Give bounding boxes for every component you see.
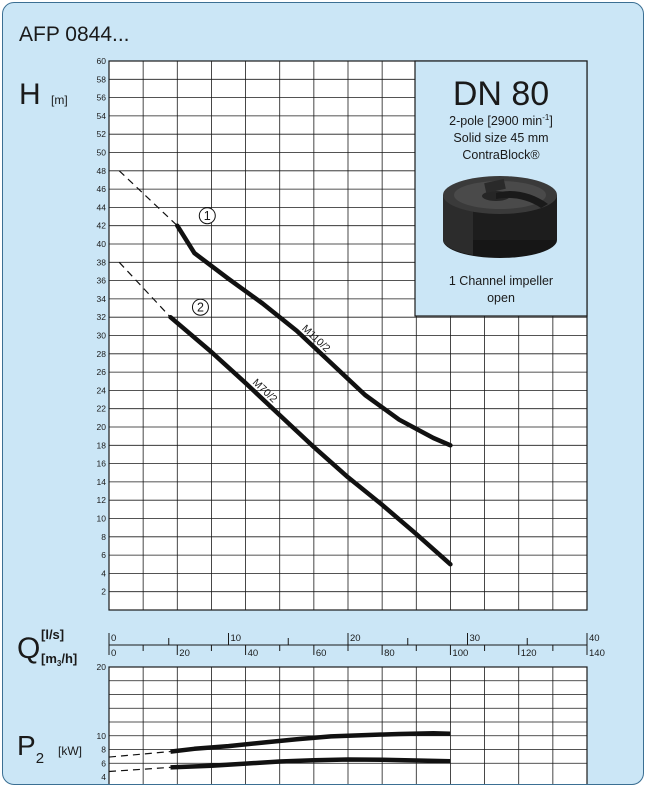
curve-marker-label: 1 xyxy=(204,209,211,223)
power-y-tick-label: 10 xyxy=(97,731,107,741)
power-curve-2 xyxy=(170,757,451,770)
head-axis-title: H xyxy=(19,78,41,111)
head-curve-extension xyxy=(118,170,178,227)
power-curve-1 xyxy=(170,731,451,754)
curve-marker-circle xyxy=(191,298,209,316)
power-y-tick-label: 6 xyxy=(101,758,106,768)
power-y-tick-label: 4 xyxy=(101,772,106,782)
head-y-tick-label: 10 xyxy=(97,514,107,524)
flow-ls-tick-label: 10 xyxy=(231,633,242,644)
contrablock-impeller-icon xyxy=(443,176,557,258)
head-y-tick-label: 18 xyxy=(97,440,107,450)
flow-ls-tick-label: 40 xyxy=(589,633,600,644)
flow-axis: 0 10 20 30 40 0 20 40 60 80 100 120 140 xyxy=(108,633,605,659)
curve-marker-label: 2 xyxy=(197,301,204,315)
flow-ls-tick-label: 0 xyxy=(111,633,116,644)
head-y-tick-label: 42 xyxy=(97,221,107,231)
flow-m3h-tick-label: 40 xyxy=(248,648,259,659)
head-y-tick-label: 52 xyxy=(97,129,107,139)
flow-axis-unit-ls: [l/s] xyxy=(41,627,64,642)
info-box: DN 80 2-pole [2900 min-1] Solid size 45 … xyxy=(414,60,588,317)
head-curve-1 xyxy=(175,223,453,448)
head-y-tick-label: 26 xyxy=(97,367,107,377)
flow-axis-title: Q xyxy=(17,632,40,665)
power-y-tick-label: 8 xyxy=(101,745,106,755)
power-axis-unit: [kW] xyxy=(58,744,82,758)
head-y-tick-label: 4 xyxy=(101,568,106,578)
power-curve-extension xyxy=(108,750,171,758)
head-y-tick-label: 28 xyxy=(97,349,107,359)
info-impeller: 1 Channel impeller xyxy=(449,274,553,288)
head-y-tick-label: 34 xyxy=(97,294,107,304)
head-y-tick-label: 60 xyxy=(97,56,107,66)
flow-m3h-tick-label: 0 xyxy=(111,648,116,659)
flow-m3h-tick-label: 100 xyxy=(452,648,468,659)
flow-ls-tick-label: 30 xyxy=(470,633,481,644)
power-axis-title: P2 xyxy=(17,730,44,767)
flow-ls-tick-label: 20 xyxy=(350,633,361,644)
flow-m3h-tick-label: 140 xyxy=(589,648,605,659)
flow-m3h-tick-label: 20 xyxy=(179,648,190,659)
head-y-tick-label: 30 xyxy=(97,331,107,341)
head-y-tick-label: 12 xyxy=(97,495,107,505)
head-y-tick-label: 14 xyxy=(97,477,107,487)
head-y-tick-label: 36 xyxy=(97,276,107,286)
head-y-tick-label: 54 xyxy=(97,111,107,121)
head-y-tick-label: 24 xyxy=(97,385,107,395)
head-y-tick-label: 48 xyxy=(97,166,107,176)
dn-heading: DN 80 xyxy=(453,75,549,113)
head-y-tick-label: 22 xyxy=(97,404,107,414)
head-y-tick-label: 50 xyxy=(97,148,107,158)
flow-m3h-tick-label: 120 xyxy=(521,648,537,659)
head-y-tick-label: 38 xyxy=(97,257,107,267)
head-y-tick-label: 2 xyxy=(101,587,106,597)
pump-curve-figure: AFP 0844... H [m] Q [l/s] [m3/h] P2 [kW]… xyxy=(17,23,605,784)
head-y-tick-label: 16 xyxy=(97,459,107,469)
head-y-tick-label: 46 xyxy=(97,184,107,194)
head-y-tick-label: 20 xyxy=(97,422,107,432)
power-plot: 4 6 8 10 20 xyxy=(97,662,588,784)
flow-axis-unit-m3h: [m3/h] xyxy=(41,651,77,668)
flow-m3h-tick-label: 60 xyxy=(316,648,327,659)
head-axis-unit: [m] xyxy=(51,93,68,107)
head-y-tick-label: 40 xyxy=(97,239,107,249)
head-y-tick-label: 8 xyxy=(101,532,106,542)
power-y-tick-label: 20 xyxy=(97,662,107,672)
head-curve-2 xyxy=(168,314,453,567)
power-curve-extension xyxy=(108,766,171,773)
info-solid-size: Solid size 45 mm xyxy=(453,131,548,145)
info-impeller-open: open xyxy=(487,291,515,305)
head-y-tick-label: 6 xyxy=(101,550,106,560)
head-y-tick-label: 56 xyxy=(97,93,107,103)
chart-title: AFP 0844... xyxy=(19,23,130,46)
head-y-tick-label: 32 xyxy=(97,312,107,322)
curve-marker-circle xyxy=(198,207,216,225)
head-y-tick-label: 58 xyxy=(97,74,107,84)
head-curve-extension xyxy=(118,261,171,318)
info-speed-line: 2-pole [2900 min-1] xyxy=(449,113,553,128)
flow-m3h-tick-label: 80 xyxy=(384,648,395,659)
head-y-tick-label: 44 xyxy=(97,202,107,212)
info-contrablock: ContraBlock® xyxy=(462,148,540,162)
